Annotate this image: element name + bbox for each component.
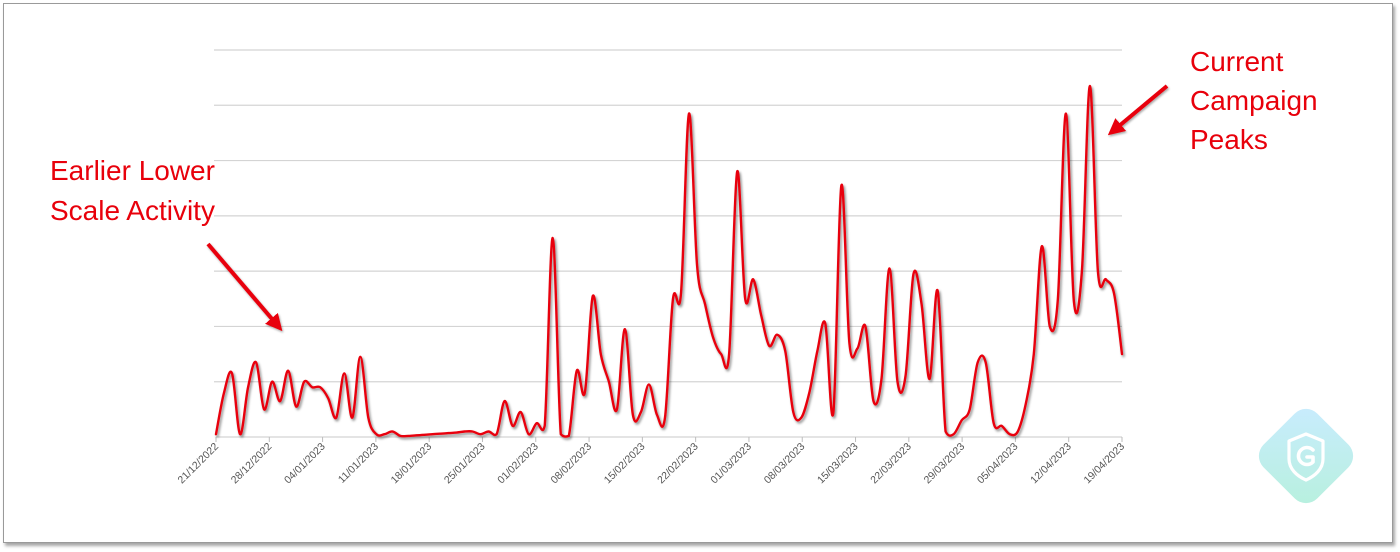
x-tick-label: 04/01/2023 xyxy=(282,441,328,487)
x-tick-label: 05/04/2023 xyxy=(975,441,1021,487)
series-group xyxy=(214,84,1124,438)
x-tick-label: 15/02/2023 xyxy=(602,441,648,487)
x-tick-label: 19/04/2023 xyxy=(1081,441,1127,487)
gridlines xyxy=(214,49,1122,383)
x-tick-label: 08/03/2023 xyxy=(762,441,808,487)
annotation-current-line-3: Peaks xyxy=(1190,124,1268,155)
x-tick-label: 21/12/2022 xyxy=(175,441,221,487)
x-tick-label: 25/01/2023 xyxy=(442,441,488,487)
x-axis: 21/12/2022 28/12/2022 04/01/2023 11/01/2023… xyxy=(175,436,1127,487)
annotation-current-arrow xyxy=(1107,84,1169,136)
x-tick-label: 28/12/2022 xyxy=(229,441,275,487)
x-tick-label: 01/03/2023 xyxy=(708,441,754,487)
g-shield-logo-icon xyxy=(1258,408,1354,504)
x-tick-label: 15/03/2023 xyxy=(815,441,861,487)
x-tick-label: 11/01/2023 xyxy=(336,441,381,486)
x-tick-label: 12/04/2023 xyxy=(1028,441,1074,487)
x-tick-label: 22/02/2023 xyxy=(655,441,701,487)
annotation-earlier: Earlier Lower Scale Activity xyxy=(50,155,283,332)
annotation-earlier-line-1: Earlier Lower xyxy=(50,155,215,186)
series-line xyxy=(214,84,1124,438)
annotation-current: Current Campaign Peaks xyxy=(1107,46,1318,155)
x-tick-label: 22/03/2023 xyxy=(868,441,914,487)
annotation-earlier-arrow xyxy=(206,242,283,332)
annotation-current-line-2: Campaign xyxy=(1190,85,1318,116)
x-tick-label: 18/01/2023 xyxy=(389,441,435,487)
annotation-current-line-1: Current xyxy=(1190,46,1284,77)
x-tick-label: 01/02/2023 xyxy=(495,441,541,487)
annotation-earlier-line-2: Scale Activity xyxy=(50,195,215,226)
x-tick-label: 08/02/2023 xyxy=(549,441,595,487)
x-tick-label: 29/03/2023 xyxy=(922,441,968,487)
